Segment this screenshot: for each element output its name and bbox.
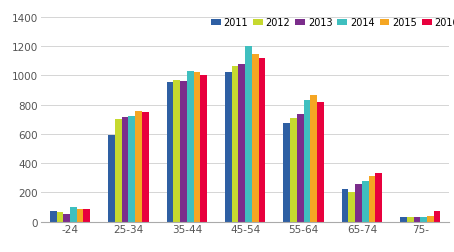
Bar — [122, 117, 128, 222]
Bar — [128, 117, 135, 222]
Bar — [400, 217, 407, 222]
Bar — [115, 120, 122, 222]
Bar — [193, 72, 200, 222]
Bar — [297, 115, 304, 222]
Bar — [290, 118, 297, 222]
Bar — [259, 59, 265, 222]
Bar — [355, 184, 362, 222]
Bar — [349, 193, 355, 222]
Bar — [173, 81, 180, 222]
Bar — [200, 75, 207, 222]
Bar — [50, 212, 57, 222]
Bar — [283, 123, 290, 222]
Bar — [84, 209, 90, 222]
Bar — [310, 96, 317, 222]
Bar — [109, 135, 115, 222]
Bar — [369, 177, 375, 222]
Bar — [414, 217, 420, 222]
Bar — [317, 102, 324, 222]
Bar — [245, 47, 252, 222]
Bar — [252, 55, 259, 222]
Bar — [64, 214, 70, 222]
Bar — [77, 209, 84, 222]
Legend: 2011, 2012, 2013, 2014, 2015, 2016: 2011, 2012, 2013, 2014, 2015, 2016 — [211, 18, 454, 28]
Bar — [362, 181, 369, 222]
Bar — [304, 101, 310, 222]
Bar — [375, 174, 382, 222]
Bar — [420, 217, 427, 222]
Bar — [238, 65, 245, 222]
Bar — [232, 67, 238, 222]
Bar — [407, 217, 414, 222]
Bar — [180, 82, 187, 222]
Bar — [135, 112, 142, 222]
Bar — [427, 216, 434, 222]
Bar — [342, 189, 349, 222]
Bar — [142, 112, 148, 222]
Bar — [167, 82, 173, 222]
Bar — [434, 212, 440, 222]
Bar — [57, 212, 64, 222]
Bar — [70, 207, 77, 222]
Bar — [187, 72, 193, 222]
Bar — [225, 73, 232, 222]
